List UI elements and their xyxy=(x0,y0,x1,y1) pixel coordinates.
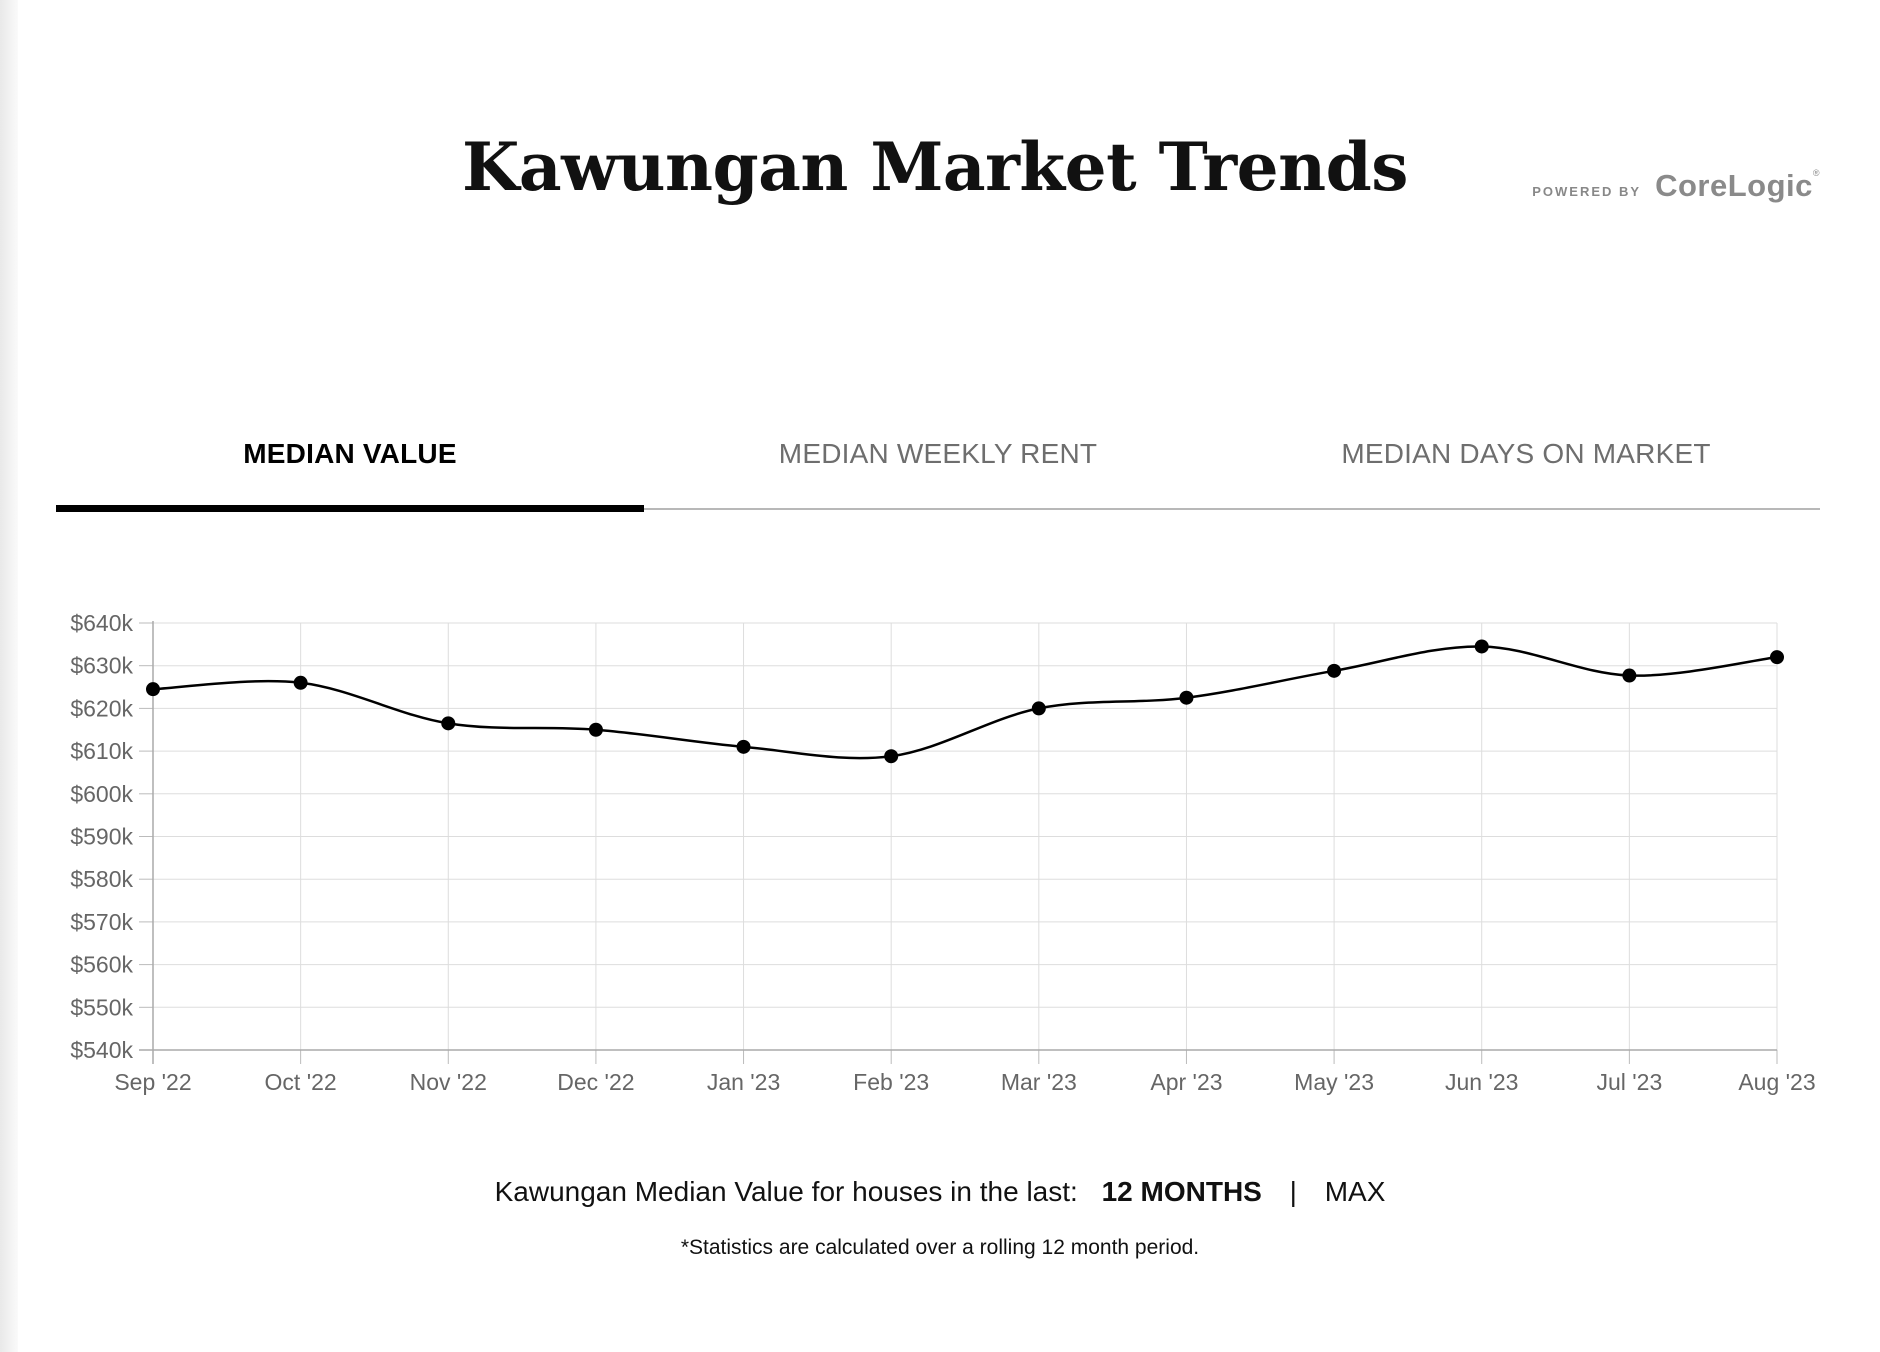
y-axis-labels: $540k $550k $560k $570k $580k $590k $600k $610k… xyxy=(70,610,133,1063)
x-tick-label: Apr '23 xyxy=(1150,1069,1222,1095)
data-point xyxy=(441,716,456,731)
x-tick-label: Oct '22 xyxy=(265,1069,337,1095)
x-axis-labels: Sep '22 Oct '22 Nov '22 Dec '22 Jan '23 Feb '… xyxy=(114,1069,1815,1095)
metric-tabs: MEDIAN VALUE MEDIAN WEEKLY RENT MEDIAN D… xyxy=(56,424,1820,512)
x-tick-label: Nov '22 xyxy=(410,1069,487,1095)
statistics-note: *Statistics are calculated over a rollin… xyxy=(680,1236,1200,1259)
tab-median-weekly-rent[interactable]: MEDIAN WEEKLY RENT xyxy=(778,438,1098,469)
tab-median-days-on-market[interactable]: MEDIAN DAYS ON MARKET xyxy=(1341,438,1711,469)
page-edge-shadow xyxy=(0,0,18,1352)
chart-axes xyxy=(139,621,1778,1064)
y-tick-label: $620k xyxy=(70,695,133,721)
median-value-chart: $540k $550k $560k $570k $580k $590k $600k $610k… xyxy=(70,610,1815,1095)
page-title: Kawungan Market Trends xyxy=(462,128,1408,206)
y-tick-label: $600k xyxy=(70,781,133,807)
tab-median-value[interactable]: MEDIAN VALUE xyxy=(56,424,644,512)
y-tick-label: $540k xyxy=(70,1037,133,1063)
y-tick-label: $610k xyxy=(70,738,133,764)
data-point xyxy=(1474,639,1489,654)
data-point xyxy=(1622,668,1637,683)
y-tick-label: $560k xyxy=(70,952,133,978)
period-separator: | xyxy=(1289,1176,1297,1207)
x-tick-label: Feb '23 xyxy=(853,1069,929,1095)
period-12-months-button[interactable]: 12 MONTHS xyxy=(1101,1176,1262,1207)
y-tick-label: $640k xyxy=(70,610,133,636)
x-tick-label: Jan '23 xyxy=(707,1069,780,1095)
series-points xyxy=(146,639,1784,764)
chart-grid xyxy=(152,622,1778,1051)
x-tick-label: Mar '23 xyxy=(1001,1069,1077,1095)
brand-registered-mark: ® xyxy=(1812,168,1820,178)
brand-logo: POWERED BY CoreLogic® xyxy=(1532,168,1820,204)
data-point xyxy=(1031,701,1046,716)
data-point xyxy=(736,739,751,754)
data-point xyxy=(1179,690,1194,705)
y-tick-label: $580k xyxy=(70,866,133,892)
y-tick-label: $630k xyxy=(70,653,133,679)
x-tick-label: May '23 xyxy=(1294,1069,1374,1095)
x-tick-label: Jun '23 xyxy=(1445,1069,1518,1095)
period-selector: Kawungan Median Value for houses in the … xyxy=(0,1176,1880,1208)
data-point xyxy=(884,749,899,764)
period-max-button[interactable]: MAX xyxy=(1324,1176,1386,1207)
data-point xyxy=(1770,650,1784,665)
y-tick-label: $570k xyxy=(70,909,133,935)
y-tick-label: $590k xyxy=(70,824,133,850)
x-tick-label: Aug '23 xyxy=(1738,1069,1815,1095)
data-point xyxy=(1327,663,1342,678)
brand-powered-label: POWERED BY xyxy=(1532,184,1642,199)
data-point xyxy=(293,675,308,690)
x-tick-label: Sep '22 xyxy=(114,1069,191,1095)
brand-name: CoreLogic® xyxy=(1655,168,1820,204)
x-tick-label: Jul '23 xyxy=(1596,1069,1662,1095)
x-tick-label: Dec '22 xyxy=(557,1069,634,1095)
data-point xyxy=(588,722,603,737)
data-point xyxy=(146,682,160,697)
series-line xyxy=(152,645,1778,760)
period-prefix: Kawungan Median Value for houses in the … xyxy=(494,1176,1078,1207)
brand-name-text: CoreLogic xyxy=(1655,168,1813,203)
y-tick-label: $550k xyxy=(70,994,133,1020)
